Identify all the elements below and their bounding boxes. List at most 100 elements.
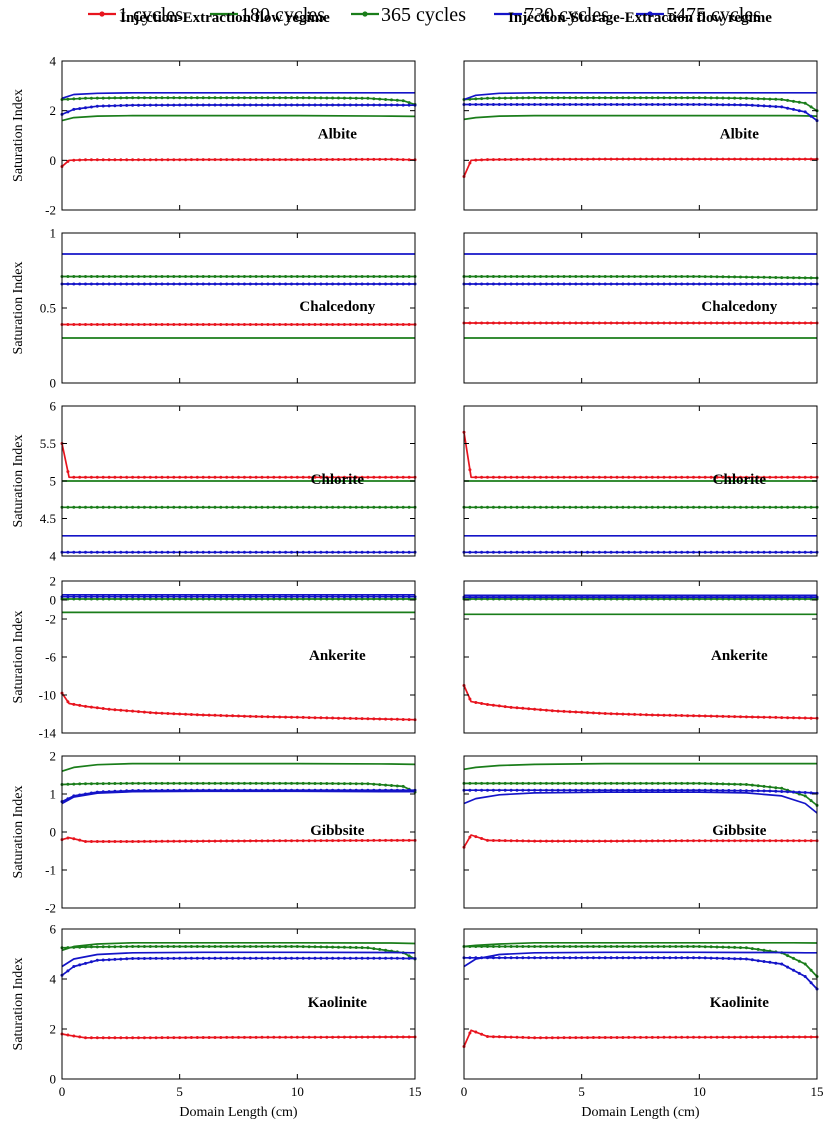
series-marker bbox=[372, 323, 376, 326]
series-marker bbox=[656, 839, 660, 843]
series-marker bbox=[313, 550, 317, 554]
series-marker bbox=[195, 788, 199, 792]
series-marker bbox=[301, 103, 305, 107]
series-marker bbox=[703, 550, 707, 554]
series-marker bbox=[119, 782, 123, 785]
series-marker bbox=[668, 103, 672, 106]
series-marker bbox=[633, 505, 637, 509]
series-marker bbox=[656, 595, 660, 599]
series-marker bbox=[207, 1036, 211, 1039]
series-marker bbox=[780, 839, 784, 843]
series-marker bbox=[521, 781, 525, 785]
series-marker bbox=[266, 788, 270, 792]
series-marker bbox=[709, 839, 713, 843]
series-marker bbox=[786, 157, 790, 161]
series-marker bbox=[384, 717, 388, 721]
series-marker bbox=[686, 595, 690, 599]
series-marker bbox=[727, 789, 731, 792]
series-marker bbox=[486, 945, 489, 948]
series-marker bbox=[172, 158, 176, 162]
series-marker bbox=[290, 475, 293, 479]
series-marker bbox=[668, 282, 672, 286]
series-marker bbox=[797, 839, 801, 843]
series-marker bbox=[709, 956, 713, 960]
series-marker bbox=[715, 956, 719, 960]
series-marker bbox=[225, 323, 229, 326]
series-marker bbox=[189, 1036, 193, 1039]
series-marker bbox=[148, 1036, 152, 1040]
series-marker bbox=[680, 282, 684, 286]
series-marker bbox=[137, 789, 140, 792]
series-marker bbox=[148, 597, 152, 601]
series-marker bbox=[231, 323, 235, 326]
series-marker bbox=[266, 839, 270, 843]
series-marker bbox=[727, 550, 731, 554]
series-marker bbox=[527, 505, 531, 509]
series-marker bbox=[780, 716, 784, 720]
series-marker bbox=[497, 704, 501, 708]
series-marker bbox=[242, 96, 246, 100]
series-marker bbox=[574, 103, 578, 106]
series-marker bbox=[131, 957, 135, 960]
series-marker bbox=[692, 945, 695, 948]
series-marker bbox=[615, 956, 619, 960]
series-marker bbox=[656, 475, 660, 479]
series-marker bbox=[633, 781, 637, 785]
series-marker bbox=[242, 781, 246, 785]
series-marker bbox=[148, 789, 152, 792]
series-marker bbox=[66, 700, 70, 704]
series-marker bbox=[615, 839, 619, 843]
series-marker bbox=[184, 475, 188, 479]
series-marker bbox=[621, 96, 625, 100]
series-marker bbox=[797, 959, 801, 963]
series-marker bbox=[237, 595, 240, 599]
series-marker bbox=[201, 275, 205, 278]
series-marker bbox=[342, 945, 346, 949]
series-marker bbox=[295, 945, 299, 948]
series-marker bbox=[372, 103, 376, 107]
series-marker bbox=[774, 475, 778, 479]
series-marker bbox=[395, 103, 399, 107]
x-tick-label: 10 bbox=[693, 1084, 706, 1099]
series-marker bbox=[680, 321, 684, 325]
series-marker bbox=[803, 157, 807, 161]
series-marker bbox=[721, 956, 725, 960]
series-marker bbox=[703, 595, 707, 599]
series-marker bbox=[254, 96, 258, 100]
series-marker bbox=[313, 597, 317, 601]
series-marker bbox=[390, 505, 393, 509]
series-marker bbox=[390, 717, 393, 721]
series-marker bbox=[395, 788, 399, 792]
series-marker bbox=[148, 96, 152, 100]
series-marker bbox=[354, 157, 358, 161]
series-marker bbox=[378, 595, 382, 599]
series-marker bbox=[201, 956, 205, 960]
series-marker bbox=[407, 956, 411, 960]
series-marker bbox=[378, 505, 382, 509]
series-marker bbox=[160, 505, 164, 509]
series-marker bbox=[131, 550, 135, 554]
series-marker bbox=[372, 838, 376, 842]
series-marker bbox=[756, 275, 760, 279]
series-marker bbox=[237, 103, 240, 107]
series-marker bbox=[703, 782, 707, 785]
series-marker bbox=[562, 282, 566, 286]
series-marker bbox=[733, 957, 737, 961]
series-marker bbox=[278, 781, 282, 785]
series-marker bbox=[213, 781, 217, 785]
series-marker bbox=[84, 106, 87, 110]
series-marker bbox=[95, 323, 99, 326]
series-marker bbox=[662, 103, 666, 106]
series-marker bbox=[509, 282, 513, 286]
series-marker bbox=[313, 782, 317, 785]
series-marker bbox=[568, 956, 572, 960]
series-marker bbox=[89, 158, 93, 162]
series-marker bbox=[313, 505, 317, 509]
series-marker bbox=[131, 840, 135, 843]
series-marker bbox=[744, 157, 748, 161]
series-marker bbox=[107, 282, 111, 286]
series-marker bbox=[686, 788, 690, 792]
series-marker bbox=[692, 595, 695, 599]
series-marker bbox=[774, 1035, 778, 1039]
series-marker bbox=[744, 275, 748, 279]
